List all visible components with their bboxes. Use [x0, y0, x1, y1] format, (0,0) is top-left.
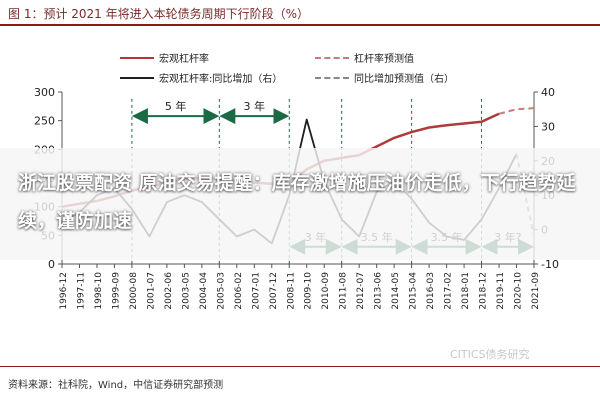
top-rule [0, 24, 600, 26]
x-tick-label: 2004-04 [199, 272, 209, 310]
y-left-tick-label: 250 [34, 115, 55, 128]
x-tick-label: 2019-11 [496, 272, 506, 310]
x-tick-label: 2013-06 [374, 272, 384, 310]
legend: 宏观杠杆率 杠杆率预测值 宏观杠杆率:同比增加（右） 同比增加预测值（右） [120, 50, 480, 94]
y-left-tick-label: 300 [34, 86, 55, 99]
legend-label-yoy: 宏观杠杆率:同比增加（右） [159, 74, 283, 85]
legend-label-yoy-forecast: 同比增加预测值（右） [354, 74, 454, 85]
banner-text[interactable]: 浙江股票配资 原油交易提醒：库存激增施压油价走低，下行趋势延续，谨防加速 [18, 172, 576, 232]
y-right-tick-label: -10 [541, 258, 559, 271]
x-tick-label: 2010-09 [321, 272, 331, 310]
x-tick-label: 2014-05 [391, 272, 401, 310]
annotation-label: 3 年 [244, 99, 266, 113]
x-tick-label: 2002-06 [164, 272, 174, 310]
x-tick-label: 2017-02 [444, 272, 454, 310]
x-tick-label: 1996-12 [59, 272, 69, 310]
x-tick-label: 2005-03 [216, 272, 226, 310]
legend-item-leverage: 宏观杠杆率 [120, 50, 209, 65]
legend-item-yoy: 宏观杠杆率:同比增加（右） [120, 70, 282, 85]
legend-swatch-leverage [120, 56, 154, 59]
figure-title: 图 1：预计 2021 年将进入本轮债务周期下行阶段（%） [8, 7, 310, 21]
x-tick-label: 2020-10 [514, 272, 524, 310]
source-note: 资料来源：社科院，Wind，中信证券研究部预测 [8, 380, 224, 391]
y-right-tick-label: 40 [541, 86, 555, 99]
x-tick-label: 2021-09 [531, 272, 541, 310]
x-tick-label: 2003-05 [181, 272, 191, 310]
legend-swatch-yoy-forecast [315, 76, 349, 79]
x-tick-label: 2011-08 [339, 272, 349, 310]
annotation-label: 5 年 [165, 99, 187, 113]
promo-banner[interactable]: 浙江股票配资 原油交易提醒：库存激增施压油价走低，下行趋势延续，谨防加速 [0, 148, 600, 260]
legend-item-leverage-forecast: 杠杆率预测值 [315, 50, 414, 65]
y-right-tick-label: 30 [541, 120, 555, 133]
series-line-1 [498, 107, 535, 115]
x-tick-label: 1998-10 [94, 272, 104, 310]
x-tick-label: 2015-04 [409, 272, 419, 310]
x-tick-label: 2012-07 [356, 272, 366, 310]
x-tick-label: 2018-01 [461, 272, 471, 310]
x-tick-label: 2000-08 [129, 272, 139, 310]
legend-label-leverage-forecast: 杠杆率预测值 [354, 54, 414, 65]
bottom-rule [0, 366, 600, 367]
y-left-tick-label: 0 [48, 258, 55, 271]
x-tick-label: 2001-07 [146, 272, 156, 310]
x-tick-label: 2016-03 [426, 272, 436, 310]
x-tick-label: 2008-11 [286, 272, 296, 310]
x-tick-label: 2009-10 [304, 272, 314, 310]
x-tick-label: 2007-12 [269, 272, 279, 310]
x-tick-label: 1999-09 [111, 272, 121, 310]
x-tick-label: 2018-12 [479, 272, 489, 310]
x-tick-label: 1997-11 [76, 272, 86, 310]
watermark: CITICS债务研究 [450, 348, 530, 361]
legend-swatch-yoy [120, 76, 154, 79]
x-tick-label: 2007-01 [251, 272, 261, 310]
legend-label-leverage: 宏观杠杆率 [159, 54, 209, 65]
legend-item-yoy-forecast: 同比增加预测值（右） [315, 70, 454, 85]
x-tick-label: 2006-02 [234, 272, 244, 310]
legend-swatch-leverage-forecast [315, 56, 349, 59]
